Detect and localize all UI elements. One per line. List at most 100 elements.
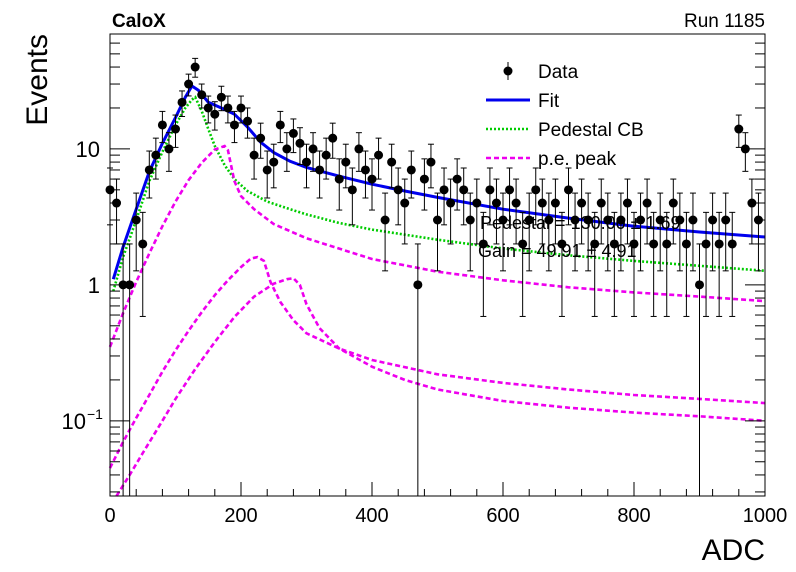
data-point	[688, 215, 698, 225]
data-point	[360, 165, 370, 175]
data-point	[308, 144, 318, 154]
run-label: Run 1185	[684, 11, 765, 32]
y-axis-label: Events	[21, 34, 54, 126]
data-point	[144, 165, 154, 175]
plot-area	[105, 57, 766, 497]
data-point	[419, 174, 429, 184]
data-point	[622, 198, 632, 208]
data-point	[413, 280, 423, 290]
y-tick-exponent: −1	[87, 406, 103, 422]
data-point	[275, 120, 285, 130]
data-point	[203, 103, 213, 113]
data-point	[393, 185, 403, 195]
legend-data-marker	[503, 66, 513, 76]
data-point	[439, 185, 449, 195]
data-point	[216, 92, 226, 102]
data-point	[341, 157, 351, 167]
data-point	[649, 239, 659, 249]
data-point	[524, 215, 534, 225]
data-point	[406, 165, 416, 175]
data-point	[675, 215, 685, 225]
data-point	[681, 239, 691, 249]
data-point	[190, 62, 200, 72]
data-point	[302, 157, 311, 167]
data-point	[642, 198, 652, 208]
data-point	[446, 198, 456, 208]
data-point	[452, 174, 462, 184]
data-point	[577, 198, 587, 208]
data-point	[223, 103, 233, 113]
data-point	[485, 185, 495, 195]
curve-fit-1	[111, 83, 766, 280]
data-point	[334, 174, 344, 184]
data-point	[249, 150, 259, 160]
data-point	[256, 133, 266, 143]
data-point	[747, 198, 757, 208]
pedestal-annotation: Pedestal = 130.00 ± 1.69	[480, 213, 681, 233]
data-point	[708, 215, 718, 225]
x-tick-label: 0	[104, 505, 115, 527]
data-point	[544, 215, 554, 225]
data-point	[564, 185, 573, 195]
data-point	[243, 116, 253, 126]
curve-p-e-peak-4	[108, 255, 766, 469]
data-point	[583, 215, 593, 225]
data-point	[262, 165, 272, 175]
data-point	[380, 215, 390, 225]
legend-pedestal-cb-label: Pedestal CB	[538, 120, 644, 141]
data-point	[609, 239, 619, 249]
y-tick-label: 1	[88, 273, 100, 298]
plot-frame	[109, 33, 766, 497]
data-point	[328, 133, 338, 143]
data-point	[347, 185, 357, 195]
data-point	[550, 198, 560, 208]
data-point	[157, 120, 167, 130]
data-point	[465, 215, 475, 225]
curve-pedestal-cb-2	[112, 95, 766, 292]
data-point	[177, 97, 187, 107]
data-point	[295, 138, 305, 148]
data-point	[367, 174, 377, 184]
data-point	[288, 128, 298, 138]
data-point	[655, 215, 665, 225]
data-point	[374, 150, 384, 160]
x-tick-label: 600	[486, 505, 519, 527]
x-tick-label: 400	[355, 505, 388, 527]
data-point	[629, 239, 639, 249]
data-point	[387, 157, 397, 167]
data-point	[498, 215, 508, 225]
data-point	[282, 144, 292, 154]
legend: Data Fit Pedestal CB p.e. peak	[486, 62, 644, 170]
data-point	[138, 239, 148, 249]
data-point	[321, 150, 331, 160]
data-point	[590, 239, 600, 249]
data-point	[210, 109, 220, 119]
data-point	[400, 198, 410, 208]
y-tick-label: 10	[62, 409, 86, 434]
data-point	[184, 79, 194, 89]
data-point	[596, 198, 606, 208]
legend-fit-label: Fit	[538, 91, 560, 112]
data-point	[557, 239, 567, 249]
data-point	[531, 185, 541, 195]
data-point	[662, 239, 672, 249]
data-point	[354, 144, 364, 154]
data-point	[171, 124, 180, 134]
data-point	[131, 215, 141, 225]
data-point	[734, 124, 744, 134]
x-tick-label: 1000	[743, 505, 788, 527]
data-point	[636, 215, 646, 225]
data-point	[315, 165, 325, 175]
data-point	[151, 150, 161, 160]
data-point	[426, 157, 436, 167]
data-point	[197, 90, 207, 100]
x-tick-label: 800	[617, 505, 650, 527]
data-point	[505, 185, 515, 195]
x-tick-label: 200	[224, 505, 257, 527]
experiment-label: CaloX	[112, 11, 166, 32]
data-point	[236, 103, 246, 113]
data-point	[727, 239, 737, 249]
data-point	[433, 215, 442, 225]
